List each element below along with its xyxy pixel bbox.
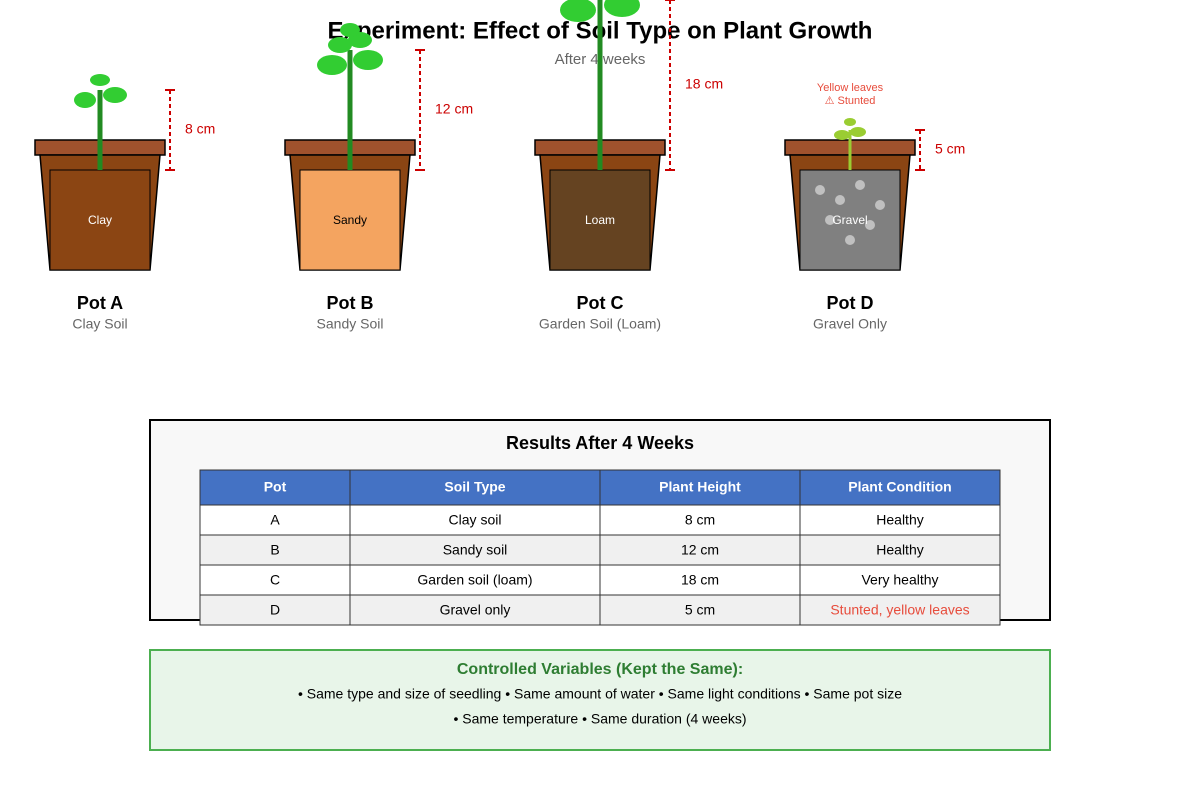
leaf (103, 87, 127, 103)
leaf (74, 92, 96, 108)
pot-soil: Clay Soil (72, 316, 127, 332)
table-cell (349, 564, 601, 596)
header-cell (349, 469, 601, 506)
soil-label: Clay (88, 213, 112, 227)
gravel-stone (855, 180, 865, 190)
controls-line: • Same temperature • Same duration (4 we… (453, 711, 746, 727)
soil-label: Loam (585, 213, 615, 227)
leaf (340, 23, 360, 37)
cell-text: Healthy (876, 512, 923, 528)
height-label: 8 cm (185, 121, 215, 137)
leaf (850, 127, 866, 137)
height-label: 18 cm (685, 76, 723, 92)
header-cell (599, 469, 801, 506)
cell-text: Stunted, yellow leaves (830, 602, 969, 618)
cell-text: 12 cm (681, 542, 719, 558)
cell-text: 18 cm (681, 572, 719, 588)
cell-text: D (270, 602, 280, 618)
cell-text: 5 cm (685, 602, 715, 618)
cell-text: Very healthy (861, 572, 938, 588)
cell-text: B (270, 542, 279, 558)
gravel-stone (875, 200, 885, 210)
header-text: Plant Height (659, 479, 741, 495)
results-title: Results After 4 Weeks (506, 433, 694, 453)
leaf (328, 37, 352, 53)
gravel-stone (825, 215, 835, 225)
controls-panel (149, 649, 1051, 751)
pot-name: Pot B (327, 293, 374, 313)
table-cell (199, 504, 351, 536)
leaf (834, 130, 850, 140)
header-cell (799, 469, 1001, 506)
table-cell (799, 594, 1001, 626)
controls-line: • Same type and size of seedling • Same … (298, 686, 902, 702)
table-cell (599, 534, 801, 566)
height-label: 5 cm (935, 141, 965, 157)
gravel-stone (835, 195, 845, 205)
table-cell (199, 534, 351, 566)
cell-text: C (270, 572, 280, 588)
gravel-stone (865, 220, 875, 230)
gravel-stone (815, 185, 825, 195)
soil (299, 169, 401, 271)
leaf (844, 118, 856, 126)
leaf (90, 74, 110, 86)
pot-name: Pot D (827, 293, 874, 313)
cell-text: Garden soil (loam) (417, 572, 532, 588)
pot-name: Pot C (577, 293, 624, 313)
table-cell (799, 534, 1001, 566)
controls-title: Controlled Variables (Kept the Same): (457, 661, 743, 678)
soil-label: Gravel (832, 213, 867, 227)
soil-label: Sandy (333, 213, 367, 227)
cell-text: Healthy (876, 542, 923, 558)
cell-text: Gravel only (440, 602, 511, 618)
height-label: 12 cm (435, 101, 473, 117)
table-cell (599, 594, 801, 626)
cell-text: Clay soil (449, 512, 502, 528)
pot-name: Pot A (77, 293, 123, 313)
cell-text: 8 cm (685, 512, 715, 528)
cell-text: Sandy soil (443, 542, 508, 558)
pot-soil: Sandy Soil (317, 316, 384, 332)
leaf (353, 50, 383, 70)
cell-text: A (270, 512, 280, 528)
table-cell (199, 564, 351, 596)
header-text: Pot (264, 479, 287, 495)
pot-soil: Gravel Only (813, 316, 887, 332)
table-cell (799, 504, 1001, 536)
header-text: Plant Condition (848, 479, 951, 495)
leaf (604, 0, 640, 17)
gravel-stone (845, 235, 855, 245)
pot-soil: Garden Soil (Loam) (539, 316, 661, 332)
table-cell (199, 594, 351, 626)
leaf (560, 0, 596, 22)
soil (49, 169, 151, 271)
leaf (317, 55, 347, 75)
pot-note: Yellow leaves (817, 82, 884, 94)
header-text: Soil Type (444, 479, 505, 495)
pot-note: ⚠ Stunted (825, 95, 876, 107)
